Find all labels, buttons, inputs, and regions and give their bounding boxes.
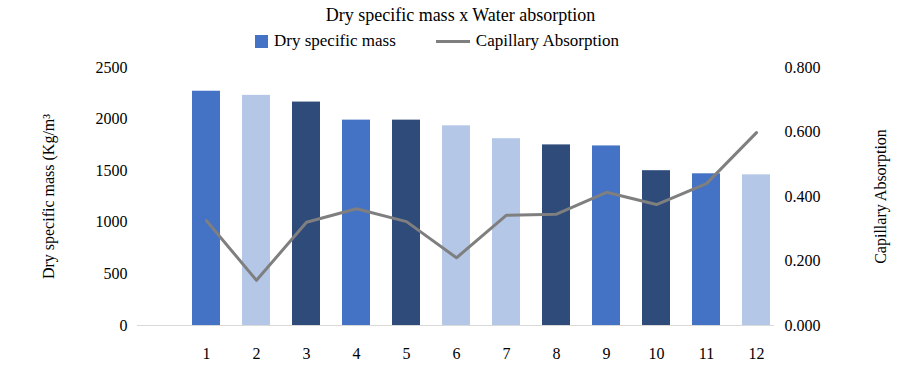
svg-text:0.400: 0.400 — [785, 188, 821, 205]
svg-text:11: 11 — [699, 345, 714, 362]
svg-text:2500: 2500 — [96, 59, 128, 76]
html-text:Dry specific mass x Water abso: Dry specific mass x Water absorption — [325, 5, 596, 25]
svg-text:Dry specific mass (Kg/m³: Dry specific mass (Kg/m³ — [40, 114, 58, 279]
svg-text:0.200: 0.200 — [785, 252, 821, 269]
svg-text:1000: 1000 — [96, 213, 128, 230]
svg-text:1500: 1500 — [96, 162, 128, 179]
svg-text:7: 7 — [503, 345, 511, 362]
svg-text:2: 2 — [253, 345, 261, 362]
svg-text:10: 10 — [649, 345, 665, 362]
svg-text:8: 8 — [553, 345, 561, 362]
svg-text:Capillary Absorption: Capillary Absorption — [872, 129, 890, 264]
svg-text:2000: 2000 — [96, 110, 128, 127]
html-text:Dry specific mass: Dry specific mass — [274, 31, 396, 50]
svg-text:500: 500 — [104, 265, 128, 282]
svg-text:0.000: 0.000 — [785, 317, 821, 334]
svg-text:1: 1 — [203, 345, 211, 362]
svg-text:4: 4 — [353, 345, 361, 362]
svg-text:3: 3 — [303, 345, 311, 362]
svg-text:9: 9 — [603, 345, 611, 362]
svg-text:5: 5 — [403, 345, 411, 362]
svg-text:0.800: 0.800 — [785, 59, 821, 76]
svg-text:12: 12 — [749, 345, 765, 362]
svg-text:0: 0 — [120, 317, 128, 334]
svg-text:0.600: 0.600 — [785, 123, 821, 140]
svg-text:6: 6 — [453, 345, 461, 362]
html-text:Capillary Absorption: Capillary Absorption — [475, 31, 619, 50]
